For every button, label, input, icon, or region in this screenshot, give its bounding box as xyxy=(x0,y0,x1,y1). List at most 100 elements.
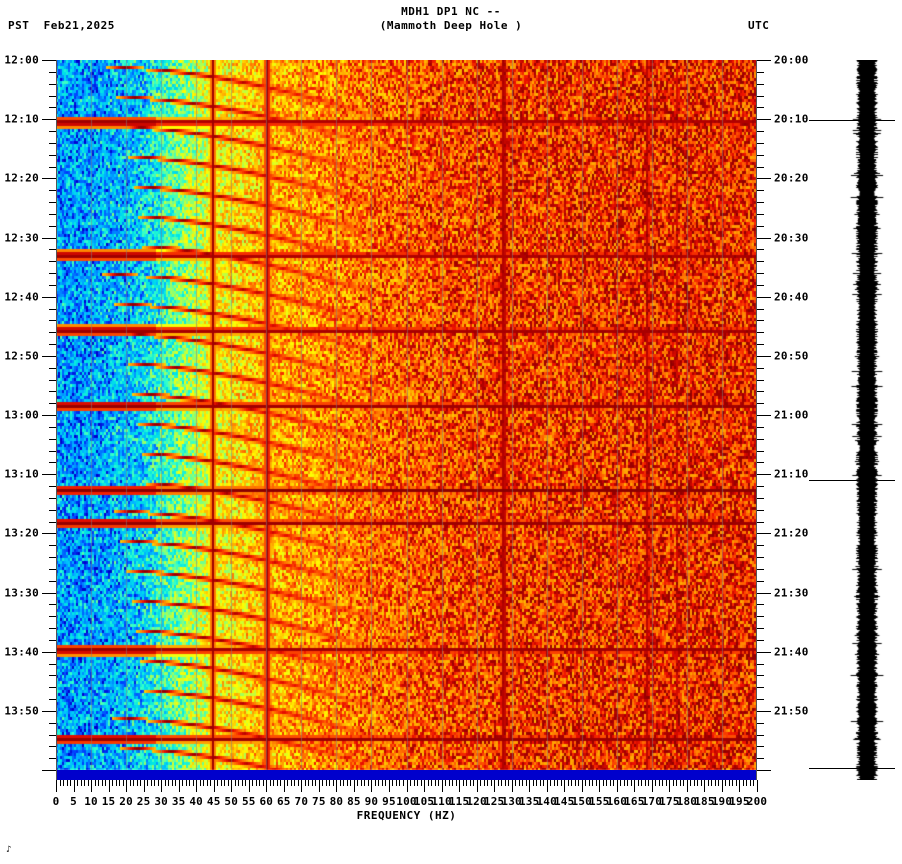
time-tick-major xyxy=(757,474,771,476)
time-tick-minor xyxy=(757,190,764,192)
freq-tick-minor xyxy=(603,780,604,786)
freq-tick-minor xyxy=(645,780,646,786)
time-axis-pst: 12:00 12:10 12:20 12:30 12:40 12:50 13:00 13:10… xyxy=(0,54,56,780)
freq-tick-minor xyxy=(627,780,628,786)
freq-tick-minor xyxy=(676,780,677,786)
freq-tick-major xyxy=(301,780,302,792)
freq-tick-minor xyxy=(631,780,632,786)
freq-tick-major xyxy=(161,780,162,792)
time-tick-major xyxy=(757,651,771,653)
freq-tick-major xyxy=(196,780,197,792)
freq-tick-major xyxy=(407,780,408,792)
freq-tick-major xyxy=(389,780,390,792)
freq-tick-minor xyxy=(487,780,488,786)
freq-tick-major xyxy=(599,780,600,792)
freq-tick-minor xyxy=(729,780,730,786)
freq-tick-minor xyxy=(256,780,257,786)
freq-tick-minor xyxy=(252,780,253,786)
time-axis-label: 21:40 xyxy=(774,645,809,659)
time-tick-minor xyxy=(757,71,764,73)
time-tick-minor xyxy=(757,426,764,428)
time-tick-minor xyxy=(757,758,764,760)
time-tick-major xyxy=(757,533,771,535)
time-tick-minor xyxy=(49,367,56,369)
freq-tick-minor xyxy=(70,780,71,786)
freq-axis-label: 85 xyxy=(347,795,361,808)
time-tick-major xyxy=(42,710,56,712)
freq-tick-minor xyxy=(238,780,239,786)
time-tick-minor xyxy=(49,154,56,156)
freq-tick-minor xyxy=(505,780,506,786)
time-tick-minor xyxy=(49,628,56,629)
time-tick-minor xyxy=(49,580,56,582)
time-axis-label: 13:50 xyxy=(4,704,39,718)
freq-tick-minor xyxy=(750,780,751,786)
time-tick-minor xyxy=(49,379,56,381)
time-tick-minor xyxy=(49,568,56,570)
freq-tick-minor xyxy=(701,780,702,786)
freq-tick-minor xyxy=(60,780,61,786)
freq-tick-minor xyxy=(648,780,649,786)
station-subtitle: (Mammoth Deep Hole ) xyxy=(379,19,523,32)
freq-tick-minor xyxy=(130,780,131,786)
time-tick-minor xyxy=(757,379,764,381)
time-tick-minor xyxy=(49,663,56,665)
freq-tick-minor xyxy=(154,780,155,786)
freq-tick-major xyxy=(739,780,740,792)
freq-tick-minor xyxy=(312,780,313,786)
freq-axis-label: 115 xyxy=(448,795,470,808)
freq-tick-minor xyxy=(403,780,404,786)
freq-tick-major xyxy=(56,780,57,792)
freq-tick-minor xyxy=(613,780,614,786)
time-tick-major xyxy=(42,770,56,771)
freq-tick-major xyxy=(214,780,215,792)
spectrogram-plot[interactable] xyxy=(56,60,757,780)
freq-tick-minor xyxy=(680,780,681,786)
time-tick-major xyxy=(42,237,56,239)
time-axis-label: 20:50 xyxy=(774,349,809,363)
time-tick-minor xyxy=(757,604,764,606)
freq-tick-major xyxy=(424,780,425,792)
freq-axis-label: 25 xyxy=(136,795,151,808)
time-axis-label: 12:00 xyxy=(4,53,39,67)
time-tick-minor xyxy=(757,284,764,286)
spectrogram-canvas xyxy=(56,60,757,780)
time-axis-label: 21:30 xyxy=(774,586,809,599)
freq-tick-minor xyxy=(522,780,523,786)
freq-tick-minor xyxy=(435,780,436,786)
freq-axis-label: 0 xyxy=(52,795,60,808)
time-tick-minor xyxy=(757,462,764,464)
freq-tick-major xyxy=(179,780,180,792)
time-tick-minor xyxy=(757,628,764,629)
freq-tick-minor xyxy=(659,780,660,786)
freq-tick-minor xyxy=(326,780,327,786)
time-tick-major xyxy=(42,474,56,476)
freq-tick-minor xyxy=(168,780,169,786)
time-tick-major xyxy=(757,237,771,239)
time-tick-minor xyxy=(49,308,56,310)
freq-tick-minor xyxy=(554,780,555,786)
freq-tick-minor xyxy=(207,780,208,786)
time-tick-minor xyxy=(49,687,56,689)
freq-tick-minor xyxy=(589,780,590,786)
freq-tick-minor xyxy=(568,780,569,786)
freq-tick-minor xyxy=(217,780,218,786)
time-tick-minor xyxy=(757,580,764,582)
time-tick-minor xyxy=(757,403,764,405)
freq-tick-minor xyxy=(708,780,709,786)
freq-tick-major xyxy=(512,780,513,792)
time-tick-minor xyxy=(49,344,56,345)
freq-tick-minor xyxy=(210,780,211,786)
time-axis-label: 21:20 xyxy=(774,526,809,540)
freq-axis-label: 55 xyxy=(241,795,256,808)
time-tick-minor xyxy=(49,639,56,641)
freq-tick-minor xyxy=(466,780,467,786)
freq-tick-minor xyxy=(182,780,183,786)
time-tick-minor xyxy=(757,438,764,440)
freq-tick-minor xyxy=(343,780,344,786)
freq-tick-minor xyxy=(421,780,422,786)
time-tick-minor xyxy=(757,107,764,109)
freq-axis-label: 110 xyxy=(431,795,452,808)
freq-tick-minor xyxy=(392,780,393,786)
time-tick-minor xyxy=(49,486,56,487)
